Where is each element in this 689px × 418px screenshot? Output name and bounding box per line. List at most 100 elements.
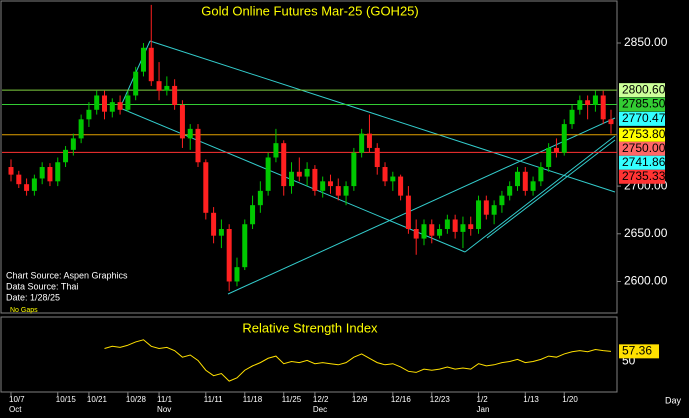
level-label: 2750.00 — [622, 141, 666, 155]
candle-body — [226, 229, 232, 282]
y-tick-label: 2850.00 — [624, 35, 668, 49]
candle-body — [47, 167, 53, 182]
level-label-box — [619, 127, 665, 142]
candle-body — [538, 167, 544, 182]
level-label: 2785.50 — [622, 97, 666, 111]
x-tick-label: 11/25 — [282, 395, 302, 404]
annotation: Date: 1/28/25 — [6, 292, 60, 302]
candle-body — [78, 119, 84, 139]
candle-body — [530, 181, 536, 191]
candle-body — [39, 167, 45, 179]
candle-body — [514, 171, 520, 187]
x-tick-label: 11/1 — [157, 395, 173, 404]
level-label: 2800.60 — [622, 82, 666, 96]
candle-body — [429, 224, 435, 236]
candle-body — [437, 229, 443, 236]
candle-body — [343, 186, 349, 196]
candle-body — [398, 176, 404, 196]
candle-body — [203, 162, 209, 213]
x-tick-label: 1/2 — [477, 395, 489, 404]
candle-body — [592, 95, 598, 106]
candle-body — [483, 200, 489, 215]
candle-body — [351, 152, 357, 187]
rsi-value-box — [619, 344, 659, 359]
candle-body — [234, 267, 240, 282]
candle-body — [476, 200, 482, 230]
candle-body — [8, 167, 14, 175]
level-label-box — [619, 141, 665, 156]
candle-body — [211, 212, 217, 236]
candle-body — [460, 224, 466, 232]
candle-body — [148, 47, 154, 82]
month-label: Dec — [313, 405, 327, 414]
x-tick-label: 10/7 — [9, 395, 25, 404]
x-unit: Day — [665, 395, 682, 405]
candle-body — [24, 184, 30, 191]
x-tick-label: 12/16 — [391, 395, 412, 404]
level-label-box — [619, 169, 665, 184]
candle-body — [546, 147, 552, 168]
candle-body — [335, 186, 341, 196]
candle-body — [327, 181, 333, 187]
candle-body — [273, 143, 279, 158]
level-label: 2741.86 — [622, 155, 666, 169]
candle-body — [304, 168, 310, 177]
candle-body — [242, 224, 248, 268]
candle-body — [522, 171, 528, 191]
x-tick-label: 10/28 — [126, 395, 147, 404]
candle-body — [86, 109, 92, 120]
level-label: 2770.47 — [622, 111, 666, 125]
trendline — [486, 139, 616, 239]
rsi-title: Relative Strength Index — [242, 320, 378, 335]
candle-body — [468, 224, 474, 230]
x-tick-label: 11/18 — [243, 395, 263, 404]
candle-body — [608, 119, 614, 125]
x-tick-label: 12/23 — [430, 395, 451, 404]
annotation: Data Source: Thai — [6, 281, 78, 291]
candle-body — [117, 102, 123, 110]
candle-body — [289, 171, 295, 187]
candle-body — [133, 71, 139, 96]
rsi-value-label: 57.36 — [622, 344, 652, 358]
candle-body — [265, 157, 271, 191]
x-tick-label: 1/20 — [562, 395, 578, 404]
candle-body — [156, 81, 162, 91]
x-tick-label: 10/21 — [87, 395, 108, 404]
candle-body — [296, 171, 302, 177]
chart-title: Gold Online Futures Mar-25 (GOH25) — [201, 3, 418, 18]
candle-body — [55, 162, 61, 182]
candle-body — [187, 128, 193, 139]
candle-body — [125, 95, 131, 110]
candle-body — [413, 229, 419, 239]
month-label: Jan — [477, 405, 490, 414]
candle-body — [374, 147, 380, 168]
candle-body — [31, 178, 37, 191]
candle-body — [444, 219, 450, 230]
annotation: Chart Source: Aspen Graphics — [6, 270, 128, 280]
trendline — [149, 40, 616, 193]
x-tick-label: 12/9 — [352, 395, 368, 404]
month-label: Oct — [9, 405, 22, 414]
candle-body — [281, 143, 287, 187]
candle-body — [585, 100, 591, 106]
candle-body — [499, 195, 505, 206]
candle-body — [553, 147, 559, 153]
candle-body — [218, 229, 224, 236]
candle-body — [70, 138, 76, 150]
trendline — [227, 117, 616, 295]
candle-body — [561, 124, 567, 153]
x-tick-label: 1/13 — [523, 395, 539, 404]
rsi-line — [104, 339, 612, 382]
candle-body — [577, 100, 583, 110]
candle-body — [491, 205, 497, 215]
candle-body — [390, 176, 396, 182]
x-tick-label: 11/11 — [204, 395, 223, 404]
level-label-box — [619, 111, 665, 126]
x-tick-label: 10/15 — [56, 395, 77, 404]
candle-body — [312, 168, 318, 191]
candle-body — [359, 133, 365, 153]
gap-note: No Gaps — [10, 307, 38, 314]
candle-body — [172, 85, 178, 106]
price-panel — [0, 0, 618, 314]
